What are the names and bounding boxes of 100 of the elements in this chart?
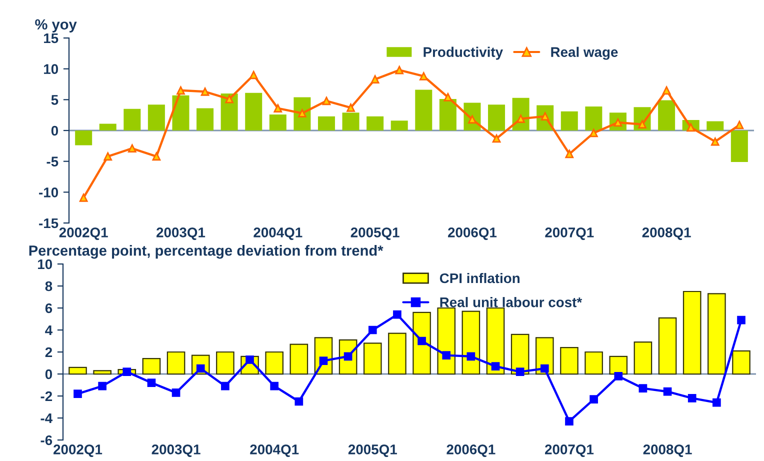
y-tick-label: 10 (44, 64, 58, 74)
x-tick-label: 2007Q1 (545, 444, 594, 457)
bar (93, 370, 112, 375)
y-tick-label: 10 (38, 259, 52, 270)
bar (172, 95, 190, 130)
y-tick-label: -4 (40, 413, 53, 424)
point (147, 378, 156, 387)
bar (318, 116, 335, 130)
bar (124, 108, 141, 130)
point (274, 104, 282, 112)
bar (730, 130, 748, 162)
bar (290, 344, 308, 375)
bar (585, 106, 602, 130)
point (688, 394, 696, 402)
x-tick-label: 2008Q1 (643, 444, 692, 457)
x-tick-label: 2006Q1 (446, 444, 496, 457)
point (368, 326, 377, 334)
y-tick-label: 6 (45, 303, 52, 314)
y-axis-title: Percentage point, percentage deviation from trend* (29, 245, 384, 259)
bar (220, 94, 238, 130)
bar (366, 116, 384, 130)
point (466, 352, 476, 361)
bar (99, 124, 116, 130)
x-tick-label: 2002Q1 (54, 444, 102, 457)
y-axis-title: % yoy (35, 19, 77, 32)
y-tick-label: 5 (51, 95, 58, 105)
bar (148, 104, 165, 130)
x-tick-label: 2005Q1 (350, 228, 400, 240)
bar (560, 347, 578, 375)
bar (216, 351, 234, 375)
point (710, 137, 720, 146)
point (540, 364, 549, 373)
point (294, 397, 304, 406)
y-tick-label: -10 (39, 188, 58, 198)
point (270, 382, 279, 390)
point (395, 66, 404, 74)
point (492, 134, 501, 143)
x-tick-label: 2006Q1 (448, 228, 497, 240)
x-tick-label: 2005Q1 (348, 444, 397, 457)
point (712, 398, 721, 407)
point (590, 395, 598, 404)
bar (584, 351, 603, 375)
y-tick-label: -2 (40, 391, 52, 402)
x-tick-label: 2003Q1 (152, 444, 200, 457)
point (565, 417, 574, 426)
point (638, 384, 648, 392)
point (104, 152, 112, 161)
x-tick-label: 2007Q1 (545, 228, 594, 240)
bar (439, 99, 456, 130)
point (735, 120, 744, 130)
bar (658, 317, 677, 375)
point (176, 86, 185, 95)
point (319, 356, 328, 365)
y-tick-label: 15 (44, 33, 58, 44)
bar (196, 108, 214, 130)
bar (560, 111, 578, 130)
bar (166, 351, 186, 375)
bar (265, 351, 284, 375)
point (393, 310, 402, 319)
point (200, 87, 210, 96)
bar (706, 121, 724, 130)
point (74, 390, 82, 398)
y-tick-label: -15 (39, 218, 58, 228)
bar (488, 104, 506, 130)
point (79, 194, 88, 202)
point (322, 96, 331, 106)
point (590, 128, 598, 138)
bar (708, 293, 726, 375)
bar (634, 342, 652, 375)
x-tick-label: 2004Q1 (254, 228, 302, 240)
point (152, 152, 161, 161)
point (122, 368, 132, 376)
point (516, 114, 525, 123)
bar (390, 120, 408, 130)
legend-label: Real wage (551, 46, 618, 60)
point (516, 368, 524, 376)
bar (682, 290, 702, 375)
point (221, 382, 230, 390)
bar (732, 350, 750, 375)
point (737, 316, 746, 324)
bar (412, 312, 431, 375)
bar (437, 307, 456, 375)
bar (609, 356, 628, 375)
bar (388, 332, 406, 375)
point (246, 356, 254, 364)
point (638, 120, 646, 128)
legend-label: Real unit labour cost* (440, 297, 582, 308)
y-tick-label: -6 (40, 435, 52, 446)
point (491, 362, 500, 370)
y-tick-label: -5 (46, 156, 58, 167)
bar (658, 100, 676, 130)
point (419, 72, 428, 80)
point (225, 94, 234, 104)
point (442, 351, 451, 360)
bar (342, 112, 360, 130)
bar (486, 307, 505, 375)
legend-label: Productivity (424, 46, 503, 60)
bar (75, 130, 92, 146)
legend-label: CPI inflation (440, 272, 520, 284)
bar (415, 90, 432, 130)
